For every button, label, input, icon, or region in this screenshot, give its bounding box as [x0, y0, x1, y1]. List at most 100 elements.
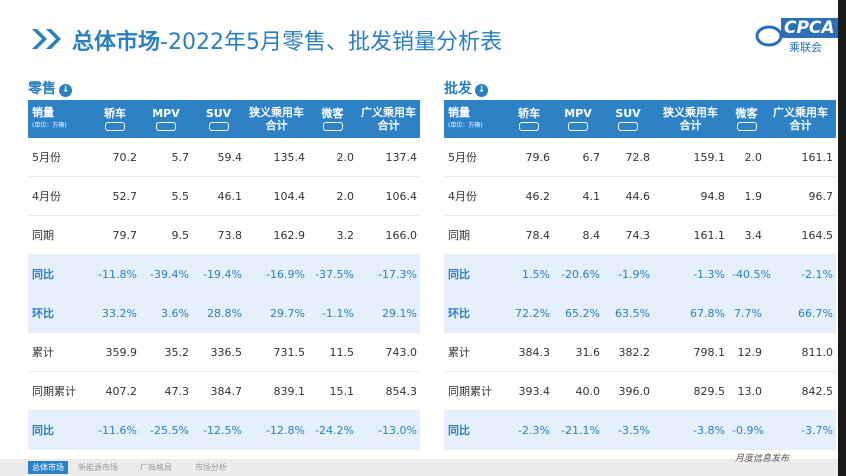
header-line: 合计	[789, 119, 812, 132]
header-row: 销量 (单位：万辆) 轿车 MPV SUV 狭义乘用车 合计 微客 广义乘用车 合计	[444, 100, 836, 138]
cell: 67.8%	[653, 293, 728, 333]
header-line: MPV	[152, 107, 180, 120]
table-row: 同比 -11.6% -25.5% -12.5% -12.8% -24.2% -13.0%	[28, 410, 420, 450]
footer-tab: 市场分析	[195, 463, 227, 472]
cell: 5.5	[140, 176, 192, 216]
logo: CPCA 乘联会	[755, 18, 838, 54]
header-line: 合计	[679, 119, 702, 132]
header-line: 轿车	[518, 107, 540, 120]
cell: -19.4%	[192, 254, 245, 294]
car-icon	[322, 122, 343, 131]
unit-title: 销量	[32, 106, 54, 119]
header-line: 轿车	[104, 107, 126, 120]
cell: -2.3%	[505, 410, 553, 450]
column-header: 狭义乘用车 合计	[245, 100, 308, 138]
cell: 731.5	[245, 332, 308, 372]
cell: 11.5	[308, 332, 357, 372]
cell: -12.8%	[245, 410, 308, 450]
header-line: 微客	[735, 107, 758, 120]
cell: 393.4	[505, 371, 553, 411]
cell: 3.2	[308, 215, 357, 255]
car-icon	[156, 122, 176, 131]
edge-strip	[838, 0, 846, 476]
header-line: 狭义乘用车	[249, 106, 304, 119]
cell: 842.5	[765, 371, 836, 411]
title-prefix: 总体市场	[72, 30, 161, 55]
cell: 44.6	[603, 176, 653, 216]
cell: 28.8%	[192, 293, 245, 333]
column-header: SUV	[192, 100, 245, 138]
cell: 35.2	[140, 332, 192, 372]
row-label: 同比	[28, 254, 90, 294]
table-row: 5月份 79.6 6.7 72.8 159.1 2.0 161.1	[444, 138, 836, 177]
cell: -3.7%	[765, 410, 836, 450]
cell: 65.2%	[553, 293, 603, 333]
cell: -0.9%	[728, 410, 765, 450]
table-row: 同期累计 393.4 40.0 396.0 829.5 13.0 842.5	[444, 371, 836, 411]
header-line: MPV	[564, 107, 592, 120]
cell: 359.9	[90, 332, 140, 372]
header-line: 合计	[265, 119, 288, 132]
unit-cell: 销量 (单位：万辆)	[444, 100, 505, 138]
cell: 52.7	[90, 176, 140, 216]
cell: 159.1	[653, 138, 728, 177]
cell: -24.2%	[308, 410, 357, 450]
table-row: 同比 -11.8% -39.4% -19.4% -16.9% -37.5% -17.3%	[28, 254, 420, 294]
cell: -12.5%	[192, 410, 245, 450]
cell: 31.6	[553, 332, 603, 372]
cell: 46.1	[192, 176, 245, 216]
footer-bar: 总体市场 新能源市场 厂商格局 市场分析	[0, 459, 838, 476]
cell: -25.5%	[140, 410, 192, 450]
cell: -1.9%	[603, 254, 653, 294]
cell: 396.0	[603, 371, 653, 411]
cell: 137.4	[357, 138, 420, 177]
cell: -1.3%	[653, 254, 728, 294]
cell: 161.1	[653, 215, 728, 255]
cell: 811.0	[765, 332, 836, 372]
row-label: 环比	[444, 293, 505, 333]
cell: 63.5%	[603, 293, 653, 333]
table-row: 累计 359.9 35.2 336.5 731.5 11.5 743.0	[28, 332, 420, 372]
unit-note: (单位：万辆)	[448, 122, 483, 129]
car-icon	[519, 122, 539, 131]
cell: 13.0	[728, 371, 765, 411]
cell: 4.1	[553, 176, 603, 216]
row-label: 同比	[28, 410, 90, 450]
section-text: 批发	[444, 81, 472, 97]
down-icon: ↓	[59, 84, 72, 97]
cell: 7.7%	[728, 293, 765, 333]
cell: 839.1	[245, 371, 308, 411]
column-header: 轿车	[505, 100, 553, 138]
data-table: 销量 (单位：万辆) 轿车 MPV SUV 狭义乘用车 合计 微客 广义乘用车 合计 5月份 79.6…	[444, 100, 836, 450]
data-table: 销量 (单位：万辆) 轿车 MPV SUV 狭义乘用车 合计 微客 广义乘用车 合计 5月份 70.2…	[28, 100, 420, 450]
logo-sub: 乘联会	[789, 41, 822, 54]
cell: 2.0	[308, 176, 357, 216]
cell: 72.2%	[505, 293, 553, 333]
cell: 66.7%	[765, 293, 836, 333]
title-text: -2022年5月零售、批发销量分析表	[160, 30, 502, 55]
cell: 78.4	[505, 215, 553, 255]
cell: 162.9	[245, 215, 308, 255]
header-row: 销量 (单位：万辆) 轿车 MPV SUV 狭义乘用车 合计 微客 广义乘用车 合计	[28, 100, 420, 138]
row-label: 4月份	[444, 176, 505, 216]
cell: 74.3	[603, 215, 653, 255]
cell: 72.8	[603, 138, 653, 177]
unit-note: (单位：万辆)	[32, 122, 67, 129]
table-row: 同期 79.7 9.5 73.8 162.9 3.2 166.0	[28, 215, 420, 255]
cell: 166.0	[357, 215, 420, 255]
column-header: SUV	[603, 100, 653, 138]
cell: 382.2	[603, 332, 653, 372]
down-icon: ↓	[475, 84, 488, 97]
cell: -37.5%	[308, 254, 357, 294]
cell: 384.3	[505, 332, 553, 372]
table-row: 累计 384.3 31.6 382.2 798.1 12.9 811.0	[444, 332, 836, 372]
cell: 47.3	[140, 371, 192, 411]
cell: 1.5%	[505, 254, 553, 294]
unit-cell: 销量 (单位：万辆)	[28, 100, 90, 138]
cell: -1.1%	[308, 293, 357, 333]
cell: 384.7	[192, 371, 245, 411]
table-row: 4月份 52.7 5.5 46.1 104.4 2.0 106.4	[28, 176, 420, 216]
cell: -3.5%	[603, 410, 653, 450]
cell: 79.6	[505, 138, 553, 177]
row-label: 同期	[28, 215, 90, 255]
